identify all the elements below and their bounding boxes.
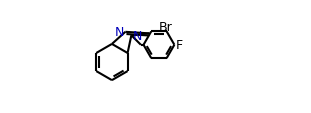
Text: F: F: [176, 39, 183, 52]
Text: N: N: [133, 29, 142, 42]
Text: Br: Br: [159, 21, 173, 34]
Text: N: N: [115, 26, 124, 39]
